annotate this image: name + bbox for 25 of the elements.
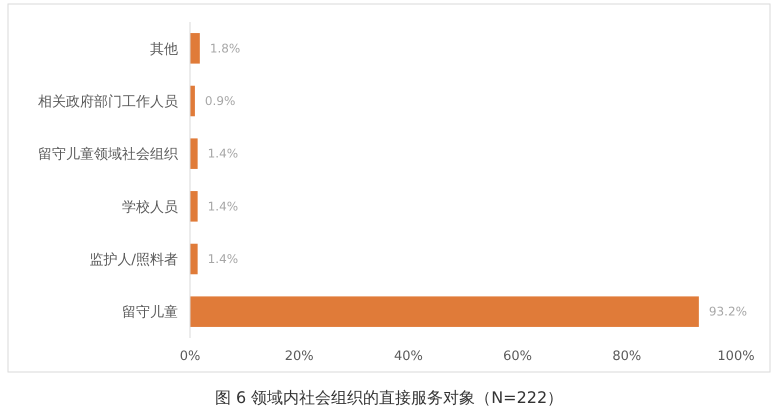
x-tick-label: 20% [284, 349, 314, 364]
y-tick-label: 其他 [150, 41, 178, 58]
y-tick-label: 留守儿童领域社会组织 [38, 146, 178, 163]
bar [190, 138, 198, 169]
data-label: 1.8% [210, 41, 240, 56]
data-label: 1.4% [208, 199, 238, 214]
data-label: 93.2% [708, 304, 747, 319]
y-tick-label: 留守儿童 [122, 304, 178, 321]
text: 图 6 领域内社会组织的直接服务对象（N=222） [214, 388, 564, 407]
data-label: 1.4% [208, 146, 238, 161]
bar [190, 296, 699, 327]
x-tick-label: 0% [180, 349, 200, 364]
x-tick-label: 80% [612, 349, 642, 364]
data-label: 0.9% [204, 94, 236, 108]
bar [190, 191, 198, 222]
bar [190, 244, 198, 274]
data-label: 1.4% [208, 252, 238, 266]
x-tick-label: 60% [503, 349, 532, 364]
bar [190, 33, 200, 64]
y-tick-label: 监护人/照料者 [89, 252, 178, 268]
y-tick-label: 相关政府部门工作人员 [38, 94, 178, 110]
x-tick-label: 40% [394, 349, 423, 364]
x-tick-label: 100% [717, 349, 755, 364]
bar [190, 86, 195, 116]
y-tick-label: 学校人员 [122, 199, 178, 216]
